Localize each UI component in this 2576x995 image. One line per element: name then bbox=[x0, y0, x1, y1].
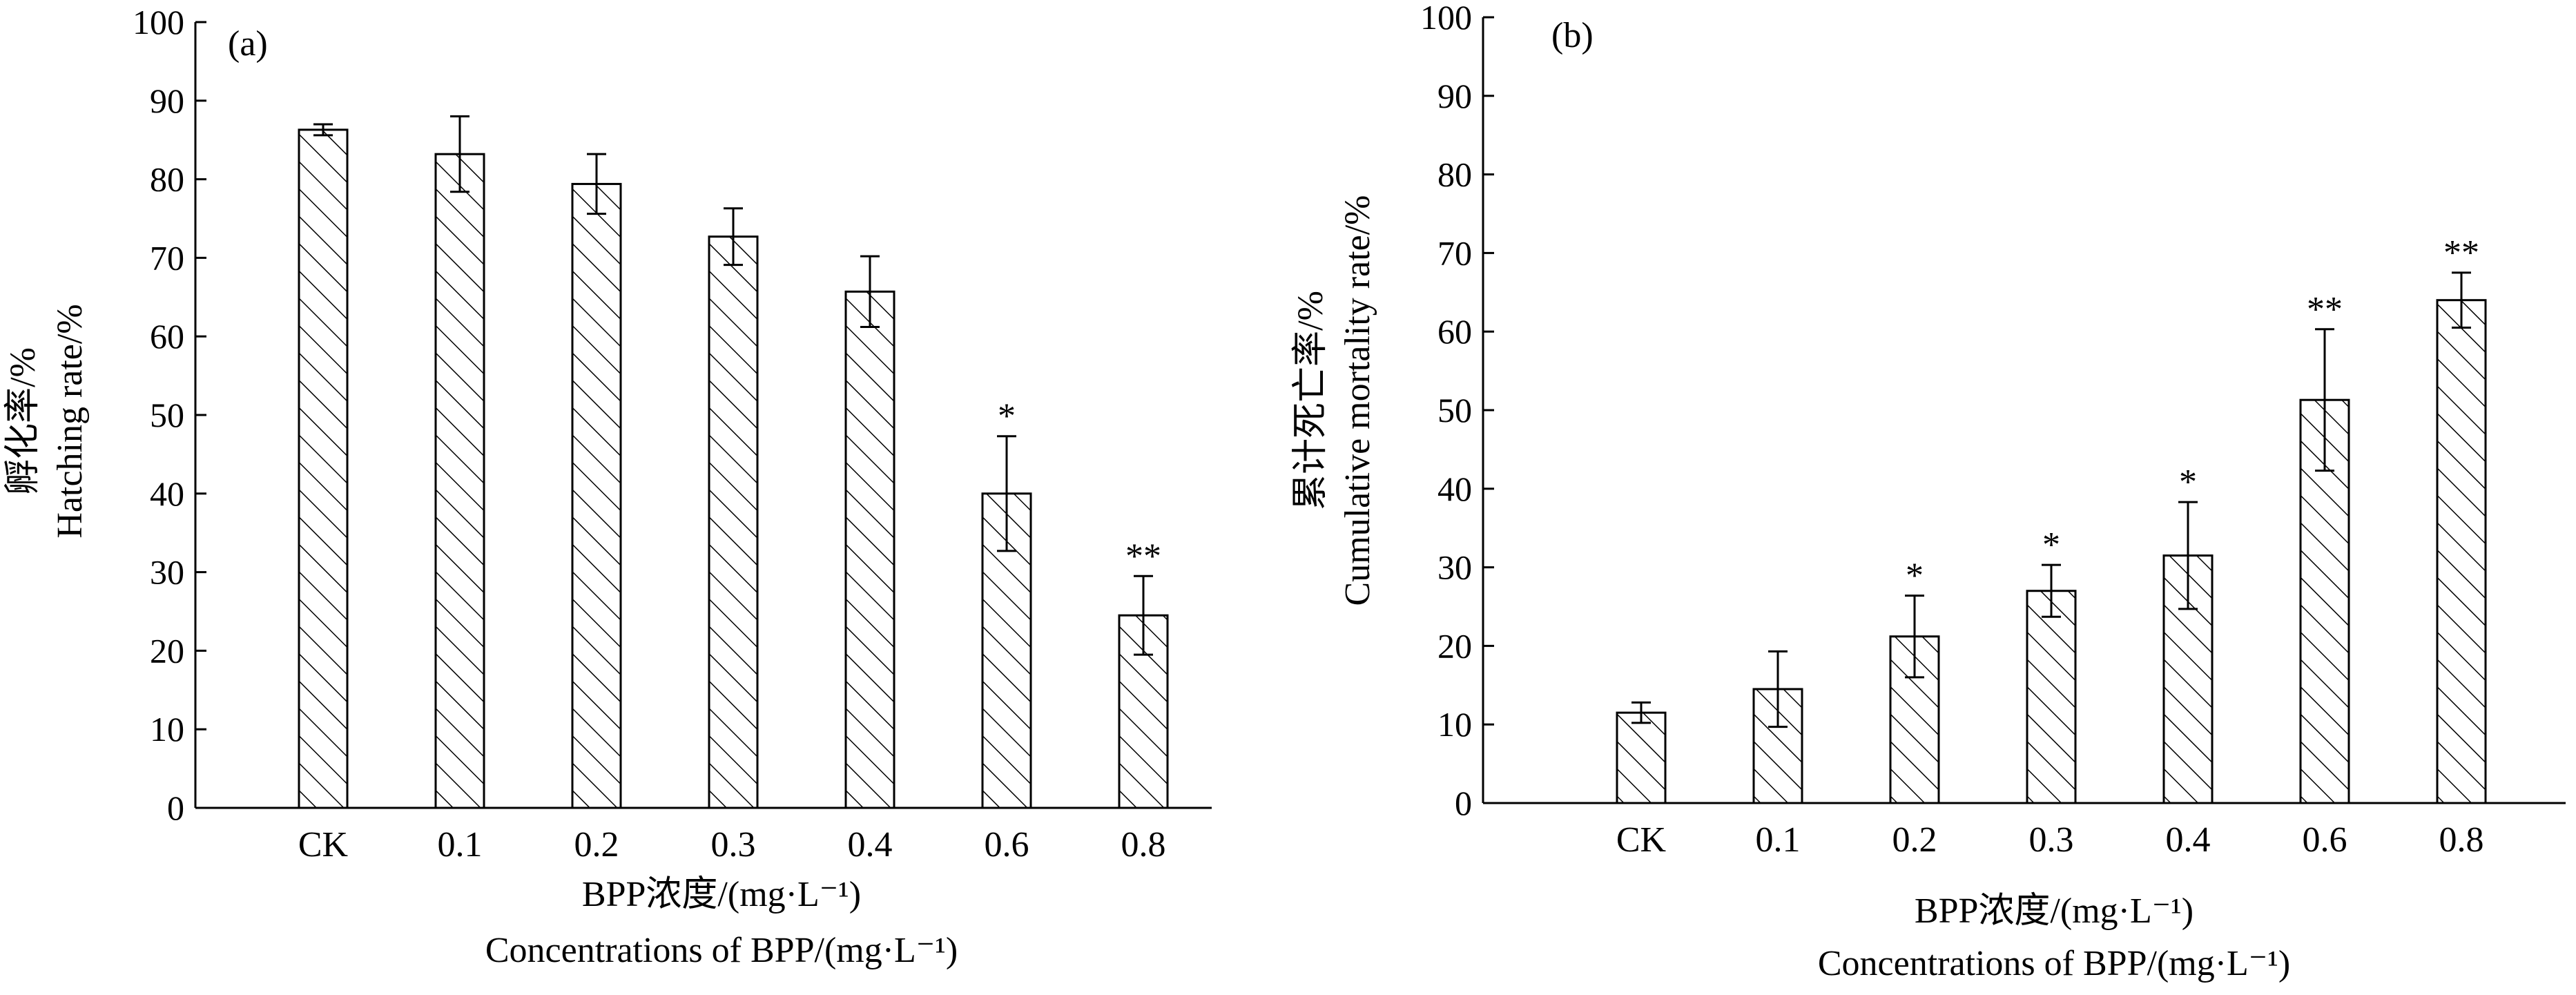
bar bbox=[434, 153, 485, 809]
significance-marker: * bbox=[2042, 525, 2060, 565]
y-tick-label: 100 bbox=[1420, 0, 1472, 37]
x-tick-label: CK bbox=[298, 825, 349, 864]
x-tick-label: CK bbox=[1616, 820, 1667, 860]
y-tick-label: 70 bbox=[1437, 233, 1472, 272]
x-tick-label: 0.3 bbox=[2029, 820, 2074, 860]
x-tick-label: 0.2 bbox=[1892, 820, 1937, 860]
y-tick-label: 40 bbox=[150, 474, 184, 513]
x-tick-label: 0.3 bbox=[711, 825, 756, 864]
axes-a: 0 10 20 30 40 50 60 70 80 90 100 bbox=[133, 3, 1212, 827]
x-tick-label: 0.1 bbox=[438, 825, 483, 864]
significance-marker: * bbox=[998, 397, 1016, 436]
x-tick-label: 0.6 bbox=[2303, 820, 2347, 860]
y-tick-label: 50 bbox=[1437, 391, 1472, 429]
x-tick-label: 0.8 bbox=[1121, 825, 1166, 864]
y-tick-label: 10 bbox=[150, 710, 184, 748]
panel-label-b: (b) bbox=[1551, 16, 1594, 55]
y-tick-label: 90 bbox=[1437, 77, 1472, 115]
y-tick-label: 30 bbox=[1437, 548, 1472, 587]
bar bbox=[844, 290, 895, 809]
x-tick-label: 0.4 bbox=[848, 825, 893, 864]
panel-label-a: (a) bbox=[228, 24, 268, 64]
y-tick-label: 80 bbox=[1437, 155, 1472, 194]
x-tick-label: 0.4 bbox=[2166, 820, 2211, 860]
y-tick-label: 10 bbox=[1437, 705, 1472, 744]
significance-marker: ** bbox=[1125, 537, 1161, 576]
y-tick-label: 20 bbox=[150, 631, 184, 670]
y-tick-label: 20 bbox=[1437, 626, 1472, 665]
bars-b: CK 0.1 0.2 * 0.3 * 0.4 * 0.6 ** 0.8 ** bbox=[1616, 233, 2487, 860]
bar bbox=[571, 182, 622, 809]
axes-b: 0 10 20 30 40 50 60 70 80 90 100 bbox=[1420, 0, 2566, 822]
significance-marker: * bbox=[1906, 557, 1924, 596]
x-tick-label: 0.2 bbox=[574, 825, 619, 864]
x-axis-label-en-b: Concentrations of BPP/(mg·L⁻¹) bbox=[1818, 944, 2290, 983]
y-tick-label: 70 bbox=[150, 238, 184, 277]
x-tick-label: 0.6 bbox=[985, 825, 1029, 864]
y-tick-label: 100 bbox=[133, 3, 184, 41]
y-tick-label: 60 bbox=[150, 317, 184, 356]
y-axis-label-en-a: Hatching rate/% bbox=[50, 304, 90, 538]
significance-marker: ** bbox=[2443, 233, 2479, 273]
bar bbox=[708, 235, 759, 809]
y-axis-label-b: 累计死亡率/% Cumulative mortality rate/% bbox=[1291, 195, 1377, 606]
x-axis-label-cn-a: BPP浓度/(mg·L⁻¹) bbox=[582, 875, 861, 914]
y-axis-label-en-b: Cumulative mortality rate/% bbox=[1338, 195, 1377, 606]
y-tick-label: 30 bbox=[150, 553, 184, 592]
bars-a: CK 0.1 0.2 0.3 0.4 0.6 * 0.8 ** bbox=[298, 115, 1169, 864]
bar bbox=[2026, 590, 2077, 804]
bar bbox=[2436, 299, 2487, 804]
bar bbox=[1616, 711, 1667, 804]
significance-marker: * bbox=[2179, 463, 2197, 502]
y-axis-label-cn-b: 累计死亡率/% bbox=[1291, 291, 1330, 510]
y-tick-label: 40 bbox=[1437, 470, 1472, 508]
y-tick-label: 50 bbox=[150, 396, 184, 434]
y-tick-label: 90 bbox=[150, 81, 184, 120]
x-axis-label-cn-b: BPP浓度/(mg·L⁻¹) bbox=[1915, 891, 2194, 931]
panel-a: (a) 孵化率/% Hatching rate/% 0 10 20 30 40 50 60 7… bbox=[3, 3, 1212, 970]
y-tick-label: 60 bbox=[1437, 312, 1472, 351]
y-tick-label: 80 bbox=[150, 160, 184, 199]
panel-b: (b) 累计死亡率/% Cumulative mortality rate/% … bbox=[1291, 0, 2566, 983]
bar bbox=[298, 128, 349, 809]
x-tick-label: 0.1 bbox=[1756, 820, 1801, 860]
y-tick-label: 0 bbox=[1455, 784, 1472, 822]
y-tick-label: 0 bbox=[167, 789, 184, 827]
y-axis-label-a: 孵化率/% Hatching rate/% bbox=[3, 304, 90, 538]
x-tick-label: 0.8 bbox=[2439, 820, 2484, 860]
x-axis-label-en-a: Concentrations of BPP/(mg·L⁻¹) bbox=[485, 931, 958, 970]
significance-marker: ** bbox=[2307, 290, 2343, 329]
y-axis-label-cn-a: 孵化率/% bbox=[3, 347, 43, 495]
